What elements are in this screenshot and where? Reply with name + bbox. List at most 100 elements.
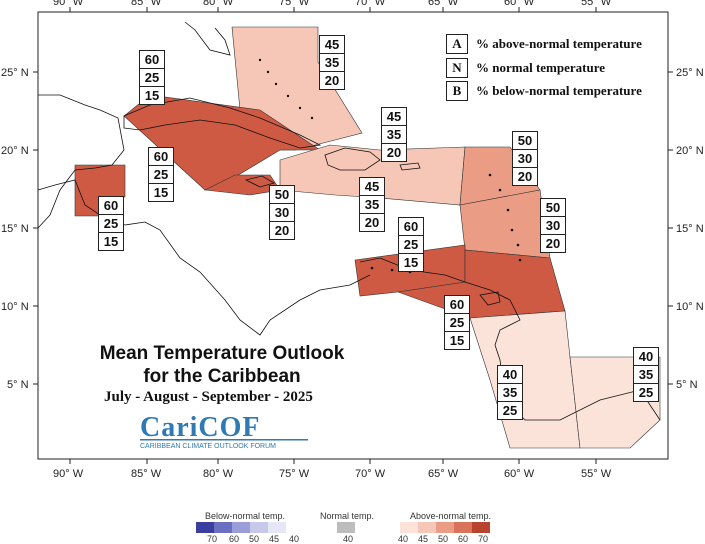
coastlines (37, 21, 661, 421)
prob-below: 15 (103, 234, 119, 249)
prob-below: 25 (638, 385, 654, 400)
prob-below: 20 (517, 169, 533, 184)
prob-normal: 25 (140, 69, 164, 87)
prob-below: 20 (324, 73, 340, 88)
prob-box-belize: 60 25 15 (98, 196, 124, 251)
scale-swatch (454, 522, 472, 533)
lat-label-right: 20° N (676, 145, 704, 157)
ticks-top (69, 7, 597, 12)
scale-tick: 60 (458, 534, 469, 544)
key-normal: N % normal temperature (446, 58, 686, 78)
lon-label-top: 75° W (279, 0, 310, 8)
scale-swatch (418, 522, 436, 533)
ticks-right (668, 71, 673, 385)
caricof-logo: CariCOF CARIBBEAN CLIMATE OUTLOOK FORUM (140, 412, 308, 450)
lon-label-top: 55° W (581, 0, 612, 8)
prob-below: 20 (364, 215, 380, 230)
prob-below: 20 (545, 236, 561, 251)
scale-tick: 45 (418, 534, 429, 544)
prob-normal: 30 (513, 150, 537, 168)
scale-tick: 40 (343, 534, 354, 544)
prob-box-jamaica: 60 25 15 (148, 147, 174, 202)
prob-below: 15 (144, 88, 160, 103)
lat-label: 5° N (7, 379, 29, 391)
logo-text: CariCOF (140, 412, 261, 443)
lat-label-right: 15° N (676, 223, 704, 235)
prob-above: 50 (270, 186, 294, 204)
lat-label-right: 5° N (676, 379, 698, 391)
scale-tick: 70 (207, 534, 218, 544)
lat-label: 15° N (1, 223, 29, 235)
prob-above: 45 (320, 36, 344, 54)
lon-label-top: 60° W (504, 0, 535, 8)
prob-box-suriname: 40 35 25 (633, 347, 659, 402)
scale-tick: 45 (269, 534, 280, 544)
prob-box-abc: 60 25 15 (398, 217, 424, 272)
prob-above: 40 (634, 348, 658, 366)
scale-tick: 40 (289, 534, 300, 544)
key-text: % normal temperature (476, 60, 606, 75)
prob-normal: 30 (541, 217, 565, 235)
lon-label: 75° W (279, 468, 310, 480)
scale-swatch (232, 522, 250, 533)
lon-label: 85° W (131, 468, 162, 480)
lon-label: 70° W (355, 468, 386, 480)
prob-normal: 35 (382, 126, 406, 144)
prob-box-bahamas: 45 35 20 (319, 35, 345, 90)
key-text: % below-normal temperature (476, 83, 642, 98)
prob-below: 20 (274, 223, 290, 238)
prob-above: 60 (149, 148, 173, 166)
ticks-bottom (69, 459, 597, 464)
prob-above: 45 (382, 108, 406, 126)
prob-normal: 35 (360, 196, 384, 214)
scale-normal-label: Normal temp. (320, 511, 375, 521)
lat-label-right: 25° N (676, 67, 704, 79)
scale-above-label: Above-normal temp. (410, 511, 492, 521)
lon-label-top: 85° W (131, 0, 162, 8)
key-above: A % above-normal temperature (446, 34, 686, 54)
ticks-left (33, 71, 38, 385)
prob-above: 60 (399, 218, 423, 236)
key-letter: A (446, 34, 468, 54)
prob-box-cuba: 60 25 15 (139, 50, 165, 105)
lon-label-top: 80° W (203, 0, 234, 8)
region-jamaica (203, 174, 281, 196)
prob-above: 60 (140, 51, 164, 69)
key-letter: B (446, 81, 468, 101)
prob-below: 15 (403, 255, 419, 270)
prob-above: 40 (498, 366, 522, 384)
scale-tick: 60 (229, 534, 240, 544)
prob-box-windward: 50 30 20 (540, 198, 566, 253)
scale-tick: 50 (438, 534, 449, 544)
key-text: % above-normal temperature (476, 36, 642, 51)
prob-below: 20 (386, 145, 402, 160)
prob-above: 60 (99, 197, 123, 215)
lon-label-top: 65° W (428, 0, 459, 8)
prob-box-guyana: 40 35 25 (497, 365, 523, 420)
scale-normal (337, 522, 355, 533)
lon-label-top: 70° W (355, 0, 386, 8)
prob-normal: 25 (399, 236, 423, 254)
lat-label: 20° N (1, 145, 29, 157)
prob-above: 60 (445, 296, 469, 314)
prob-below: 15 (153, 185, 169, 200)
prob-box-leeward: 50 30 20 (512, 131, 538, 186)
scale-below (196, 522, 286, 533)
prob-normal: 25 (445, 314, 469, 332)
lon-label: 60° W (504, 468, 535, 480)
lon-label-top: 90° W (53, 0, 84, 8)
prob-below: 15 (449, 333, 465, 348)
map-period: July - August - September - 2025 (104, 389, 313, 405)
prob-normal: 35 (498, 384, 522, 402)
lat-label: 25° N (1, 67, 29, 79)
key-below: B % below-normal temperature (446, 81, 686, 101)
scale-swatch (250, 522, 268, 533)
scale-swatch (472, 522, 490, 533)
prob-normal: 25 (99, 215, 123, 233)
map-title-line2: for the Caribbean (143, 366, 301, 387)
prob-box-turks-caicos: 45 35 20 (359, 177, 385, 232)
prob-above: 50 (513, 132, 537, 150)
scale-swatch (436, 522, 454, 533)
scale-swatch (337, 522, 355, 533)
prob-box-hispaniola: 45 35 20 (381, 107, 407, 162)
